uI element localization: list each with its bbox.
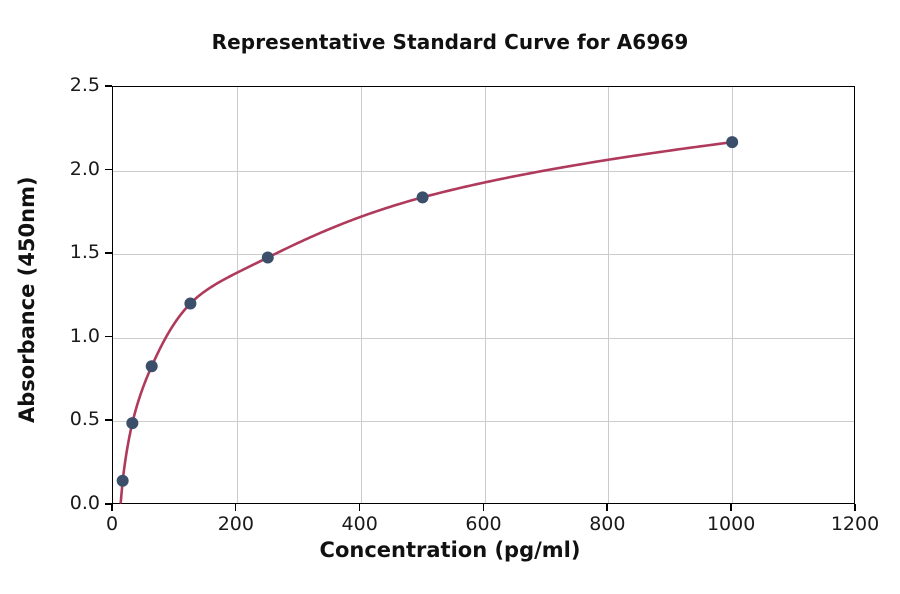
y-tick-label-2: 1.0 — [69, 324, 100, 347]
data-point-5 — [416, 191, 429, 204]
y-tick-label-5: 2.5 — [69, 74, 100, 96]
data-point-4 — [261, 251, 274, 264]
y-tick-label-1: 0.5 — [69, 408, 100, 431]
x-tick-mark-0 — [111, 504, 113, 511]
chart-title: Representative Standard Curve for A6969 — [211, 30, 689, 54]
gridline-y-2 — [113, 170, 854, 172]
x-tick-label-2: 400 — [341, 513, 378, 535]
y-tick-mark-3 — [105, 252, 112, 254]
data-point-6 — [726, 136, 739, 149]
y-tick-label-4: 2.0 — [69, 157, 100, 180]
gridline-x-600 — [484, 87, 486, 503]
x-tick-mark-2 — [358, 504, 361, 511]
x-axis-label: Concentration (pg/ml) — [319, 538, 581, 562]
gridline-x-400 — [360, 87, 362, 503]
x-tick-mark-4 — [606, 504, 608, 511]
data-series-plot — [116, 136, 739, 504]
x-tick-mark-3 — [482, 504, 485, 511]
x-tick-label-4: 800 — [589, 513, 626, 535]
gridline-y-1.5 — [113, 254, 854, 256]
gridline-x-1000 — [732, 87, 734, 503]
x-tick-label-1: 200 — [217, 513, 254, 535]
y-tick-mark-2 — [105, 335, 112, 338]
x-tick-label-0: 0 — [105, 513, 119, 535]
gridline-y-0.5 — [113, 421, 854, 423]
x-tick-label-5: 1000 — [706, 513, 756, 535]
y-tick-mark-0 — [105, 503, 112, 505]
y-tick-mark-5 — [105, 85, 112, 87]
gridline-x-200 — [236, 87, 238, 503]
x-tick-mark-6 — [854, 504, 856, 511]
data-point-markers — [116, 136, 739, 487]
y-tick-label-3: 1.5 — [69, 241, 100, 264]
x-tick-mark-5 — [730, 504, 732, 511]
data-point-1 — [126, 417, 139, 430]
gridline-y-1 — [113, 337, 854, 339]
x-tick-mark-1 — [234, 504, 237, 511]
x-tick-label-6: 1200 — [830, 513, 880, 535]
data-point-3 — [184, 297, 197, 310]
data-point-2 — [145, 360, 158, 373]
data-point-0 — [116, 474, 129, 487]
y-axis-label: Absorbance (450nm) — [15, 176, 39, 424]
plot-area — [112, 86, 855, 504]
y-tick-mark-1 — [105, 419, 112, 421]
y-tick-mark-4 — [105, 168, 112, 171]
x-tick-label-3: 600 — [465, 513, 502, 535]
y-tick-label-0: 0.0 — [69, 492, 100, 514]
gridline-x-800 — [608, 87, 610, 503]
